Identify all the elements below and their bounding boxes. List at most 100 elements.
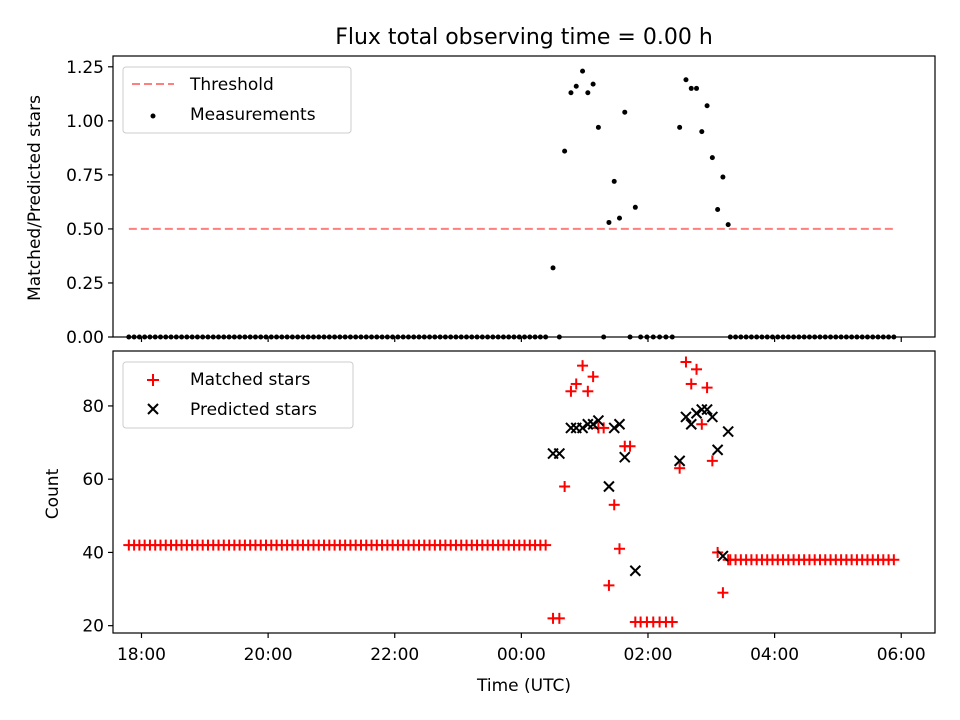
bottom-legend-box xyxy=(122,361,354,429)
bottom-ytick-label: 80 xyxy=(82,397,104,417)
bottom-xtick-label: 04:00 xyxy=(750,645,799,665)
matched-star-point xyxy=(696,418,708,430)
matched-star-point xyxy=(582,385,594,397)
top-ytick-label: 1.25 xyxy=(66,58,104,78)
measurement-point xyxy=(699,129,705,135)
matched-star-point xyxy=(598,422,610,434)
legend-predicted-label: Predicted stars xyxy=(190,400,317,420)
measurement-point xyxy=(585,90,591,96)
measurement-point xyxy=(616,215,622,221)
legend-matched-label: Matched stars xyxy=(190,370,310,390)
measurement-point xyxy=(590,81,596,87)
measurement-point xyxy=(715,206,721,212)
predicted-star-point xyxy=(711,444,724,456)
top-ylabel: Matched/Predicted stars xyxy=(25,95,45,301)
predicted-star-point xyxy=(592,414,605,427)
matched-star-point xyxy=(603,579,615,591)
matched-star-point xyxy=(624,440,636,452)
bottom-ytick-label: 20 xyxy=(82,617,104,637)
predicted-star-point xyxy=(629,565,642,577)
measurement-point xyxy=(606,219,612,225)
predicted-star-point xyxy=(706,411,719,423)
top-ytick-label: 0.75 xyxy=(66,166,104,186)
predicted-star-point xyxy=(603,480,615,493)
matched-star-point xyxy=(674,462,686,474)
matched-star-point xyxy=(577,360,589,372)
matched-star-point xyxy=(613,543,625,555)
top-panel-frame xyxy=(112,55,936,338)
matched-star-point xyxy=(565,385,577,397)
matched-legend-swatch xyxy=(147,374,159,386)
matched-star-point xyxy=(701,382,713,394)
measurement-point xyxy=(632,204,638,210)
measurement-point xyxy=(709,155,715,161)
bottom-xtick-label: 06:00 xyxy=(877,645,926,665)
bottom-xtick-label: 00:00 xyxy=(497,645,546,665)
measurement-point xyxy=(677,124,683,130)
bottom-xtick-label: 02:00 xyxy=(623,645,672,665)
bottom-plot-area: 20 40 60 80 18:00 20:00 22:00 00:00 02:00 04:00 06… xyxy=(82,350,936,665)
bottom-xtick-label: 20:00 xyxy=(244,645,293,665)
legend-measurements-label: Measurements xyxy=(190,105,316,125)
matched-star-point xyxy=(717,587,729,599)
measurement-point xyxy=(580,68,586,74)
bottom-xtick-label: 18:00 xyxy=(117,645,166,665)
measurement-point xyxy=(611,178,617,184)
top-ytick-label: 0.25 xyxy=(66,274,104,294)
measurement-point xyxy=(550,265,556,271)
matched-star-point xyxy=(680,356,692,368)
legend-threshold-label: Threshold xyxy=(189,75,274,95)
measurement-point xyxy=(568,90,574,96)
predicted-star-point xyxy=(619,451,631,463)
matched-star-point xyxy=(570,378,582,390)
matched-star-point xyxy=(685,378,697,390)
measurement-point xyxy=(720,174,726,180)
chart-title: Flux total observing time = 0.00 h xyxy=(335,25,713,50)
measurement-point xyxy=(683,77,689,83)
predicted-star-point xyxy=(722,425,734,438)
measurement-point xyxy=(562,148,568,154)
matched-star-point xyxy=(540,539,552,551)
predicted-star-point xyxy=(680,411,692,423)
measurement-point xyxy=(694,85,700,91)
predicted-star-point xyxy=(685,418,697,430)
predicted-star-point xyxy=(576,422,589,434)
predicted-star-point xyxy=(608,422,620,434)
bottom-panel-frame xyxy=(112,350,936,634)
matched-star-point xyxy=(888,554,900,566)
matched-star-point xyxy=(553,612,565,624)
bottom-ylabel: Count xyxy=(43,468,63,519)
predicted-star-point xyxy=(717,550,729,562)
top-ytick-label: 1.00 xyxy=(66,112,104,132)
predicted-star-point xyxy=(613,418,626,430)
matched-star-point xyxy=(691,363,703,375)
measurement-point xyxy=(573,83,579,89)
matched-star-point xyxy=(559,481,571,493)
measurement-point xyxy=(704,103,710,109)
predicted-star-point xyxy=(701,403,713,416)
measurement-point xyxy=(725,222,731,228)
x-axis-label: Time (UTC) xyxy=(476,676,571,696)
predicted-star-point xyxy=(553,447,566,460)
predicted-star-point xyxy=(587,418,599,430)
bottom-ytick-label: 60 xyxy=(82,470,104,490)
predicted-star-point xyxy=(690,407,703,419)
measurement-point xyxy=(688,85,694,91)
measurement-point xyxy=(595,124,601,130)
top-ytick-label: 0.00 xyxy=(66,328,104,348)
predicted-star-point xyxy=(673,455,686,467)
bottom-xtick-label: 22:00 xyxy=(370,645,419,665)
top-legend-box xyxy=(122,66,352,134)
matched-star-point xyxy=(722,554,734,566)
matched-star-point xyxy=(712,546,724,558)
bottom-legend: Matched stars Predicted stars xyxy=(122,361,354,429)
matched-star-point xyxy=(608,499,620,511)
matched-star-point xyxy=(587,371,599,383)
top-ytick-label: 0.50 xyxy=(66,220,104,240)
top-plot-area: 0.00 0.25 0.50 0.75 1.00 1.25 xyxy=(66,55,936,348)
measurements-legend-swatch xyxy=(150,113,156,119)
top-legend: Threshold Measurements xyxy=(122,66,352,134)
matched-star-point xyxy=(706,455,718,467)
matched-star-point xyxy=(666,616,678,628)
